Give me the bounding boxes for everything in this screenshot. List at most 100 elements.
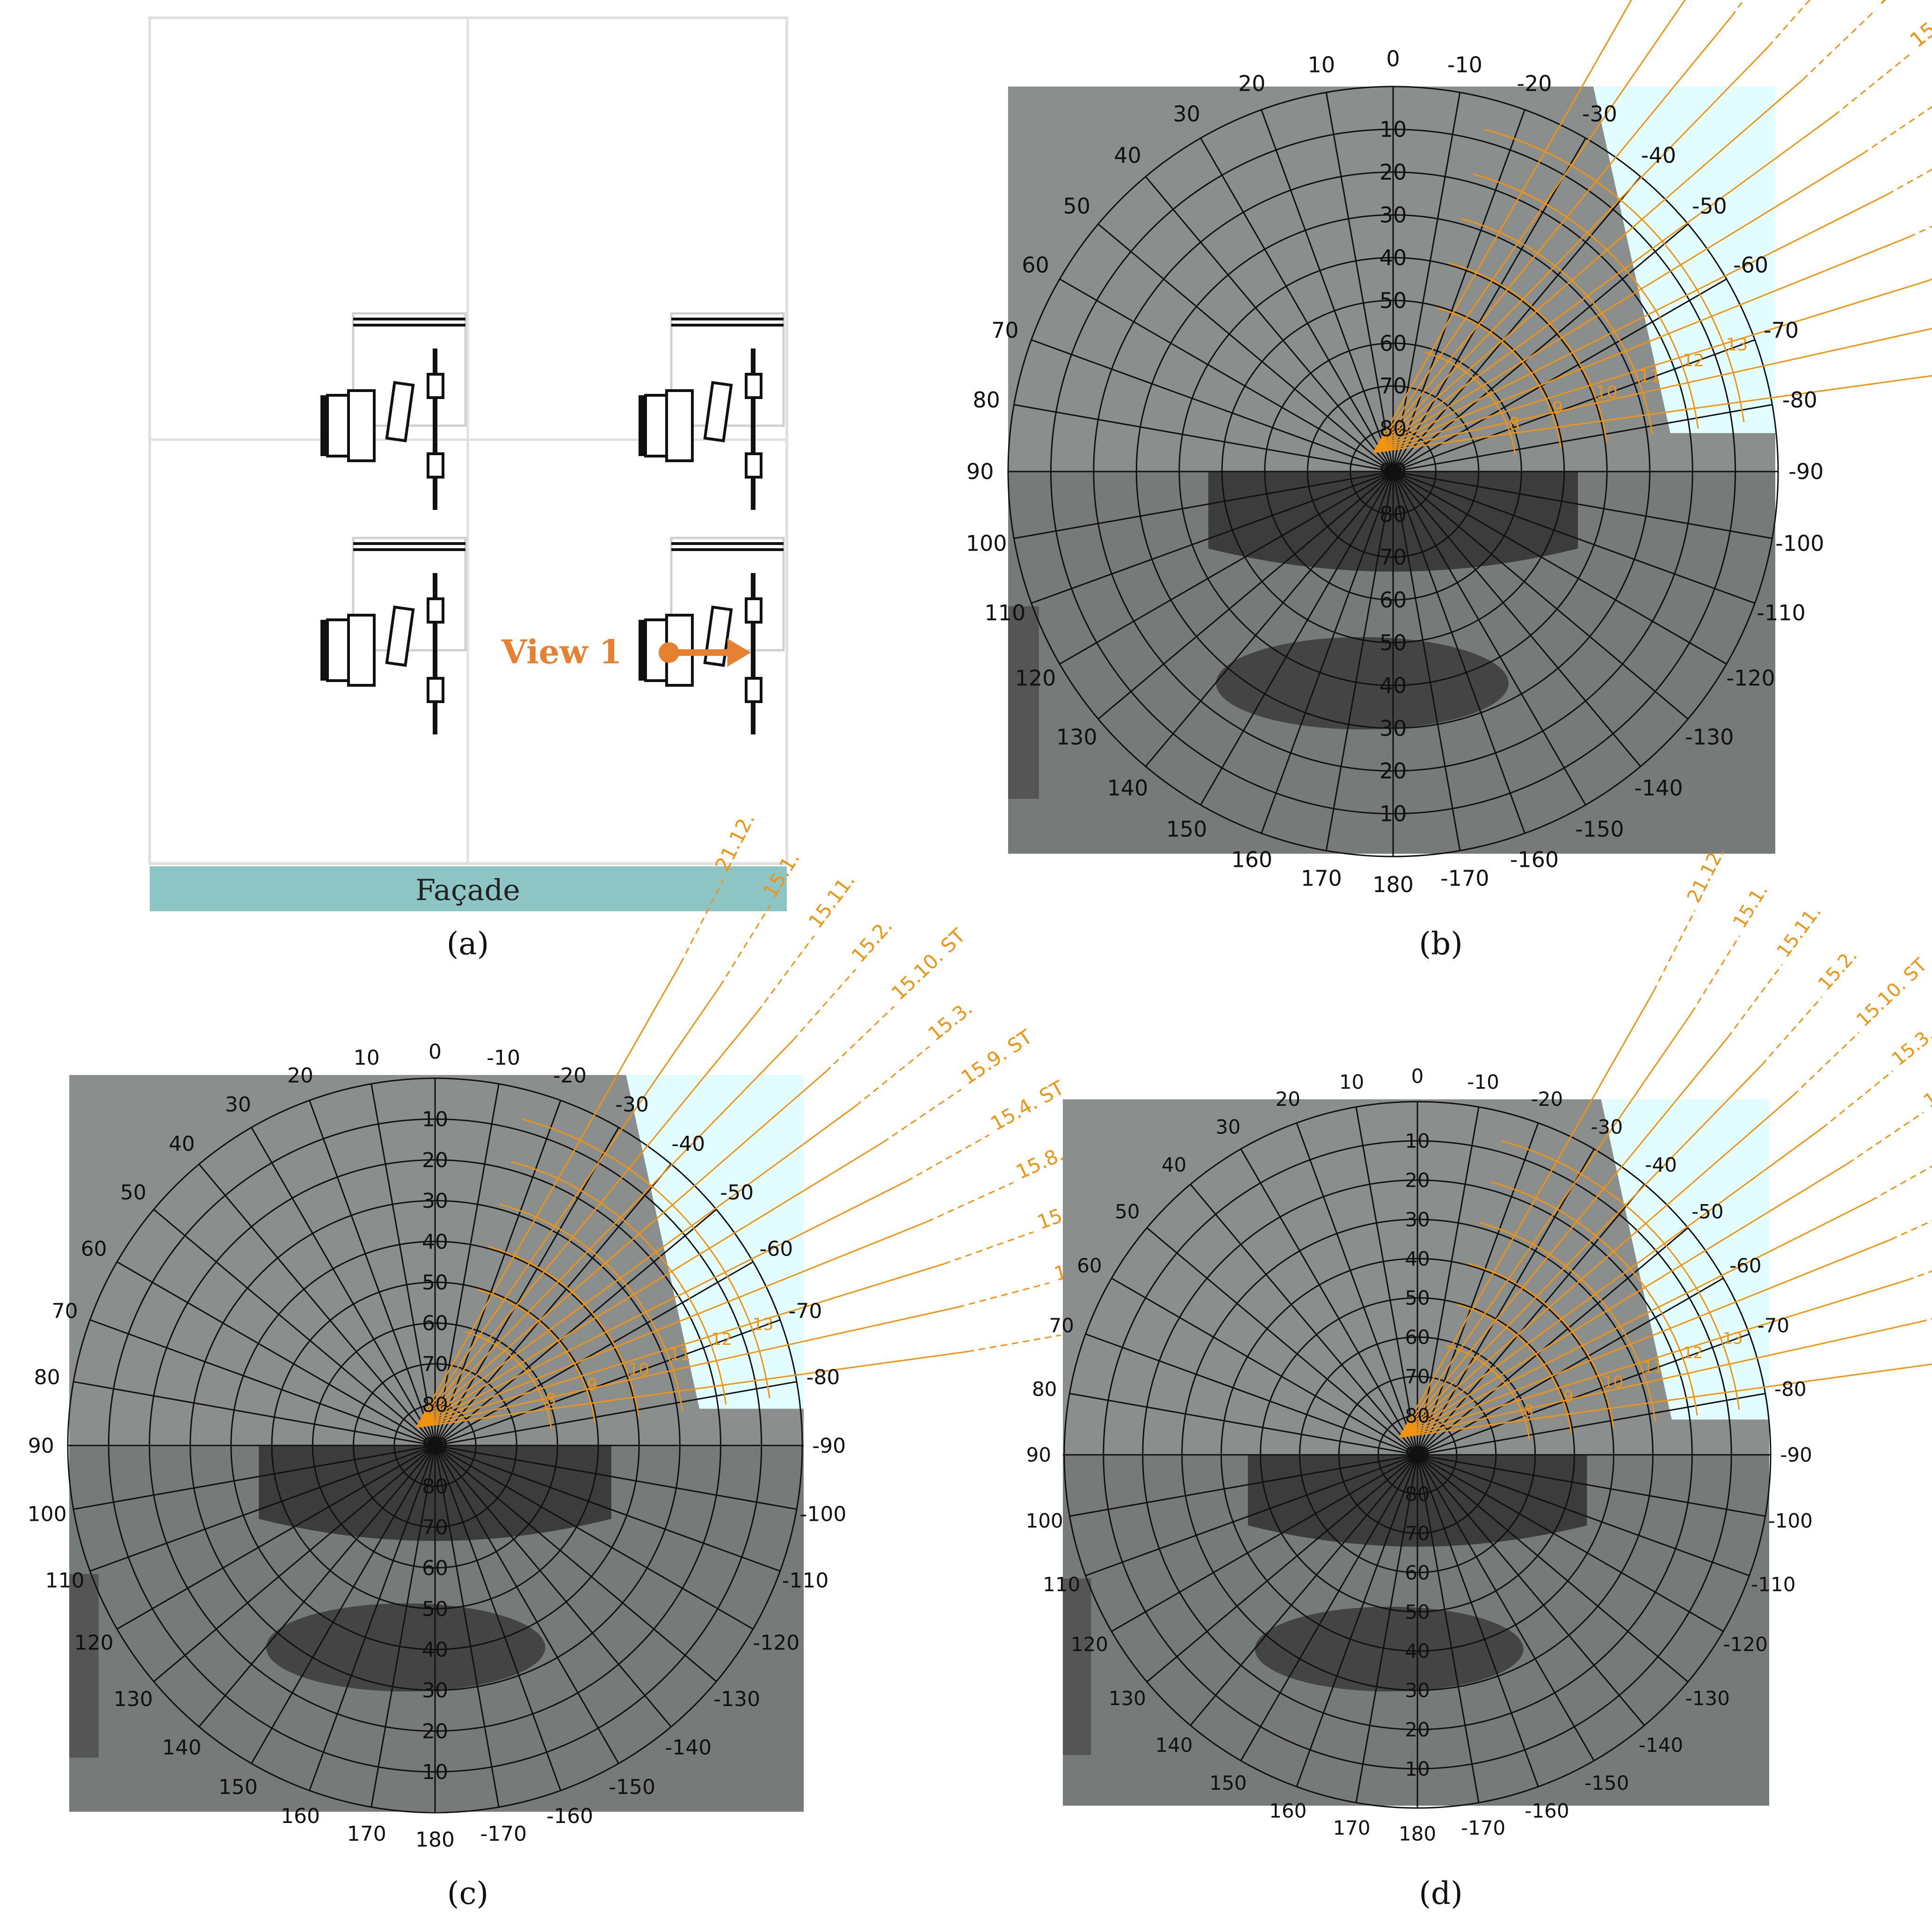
azimuth-label: 40: [1114, 143, 1141, 168]
azimuth-line: [1393, 223, 1689, 472]
sun-path-dash: [1802, 10, 1875, 80]
azimuth-label: 110: [985, 600, 1026, 625]
altitude-label: 30: [422, 1189, 448, 1213]
sun-path-label: 15.1.: [1729, 880, 1772, 932]
altitude-label: 30: [1405, 1208, 1430, 1231]
azimuth-line: [1069, 1393, 1418, 1456]
sun-path-line: [416, 1011, 758, 1428]
azimuth-label: -110: [1751, 1573, 1795, 1596]
azimuth-label: 70: [52, 1299, 78, 1323]
azimuth-label: -120: [1723, 1633, 1767, 1656]
azimuth-line: [1200, 138, 1394, 472]
azimuth-label: -170: [1440, 865, 1489, 891]
altitude-label: 20: [1405, 1169, 1430, 1191]
desk-cell-frame: [352, 312, 467, 427]
azimuth-line: [435, 1381, 797, 1446]
azimuth-line: [1393, 339, 1755, 472]
azimuth-label: 120: [74, 1631, 114, 1655]
azimuth-label: 100: [1026, 1509, 1063, 1532]
side-shadow: [1008, 606, 1039, 799]
sun-path-line: [1373, 194, 1888, 453]
chair-arm: [347, 389, 376, 462]
azimuth-line: [435, 1209, 717, 1446]
sun-path-label: 15.11.: [1773, 901, 1826, 961]
sun-path-dash: [967, 1334, 1061, 1352]
altitude-label: 60: [1405, 1561, 1430, 1584]
azimuth-label: -120: [1726, 666, 1775, 691]
azimuth-label: -160: [1525, 1799, 1569, 1822]
azimuth-label: 70: [1049, 1314, 1074, 1337]
azimuth-label: -20: [553, 1064, 587, 1088]
azimuth-label: -40: [1641, 143, 1676, 168]
hour-label: 11: [1643, 1358, 1663, 1376]
azimuth-label: -90: [1780, 1444, 1812, 1467]
azimuth-line: [1393, 404, 1772, 472]
azimuth-label: -150: [1575, 817, 1624, 842]
azimuth-line: [1417, 1333, 1750, 1456]
hour-curve: [1501, 1140, 1740, 1410]
azimuth-line: [1145, 176, 1394, 472]
azimuth-label: 140: [162, 1736, 202, 1760]
hour-label: 11: [1639, 366, 1661, 386]
azimuth-label: 60: [81, 1237, 107, 1261]
azimuth-line: [1085, 1454, 1418, 1576]
sun-path-label: 15.3.: [1906, 1, 1932, 52]
sun-path-dash: [1887, 168, 1932, 195]
azimuth-label: 140: [1107, 775, 1148, 800]
sun-path-dash: [1691, 935, 1740, 1014]
azimuth-line: [1417, 1454, 1750, 1576]
sun-path-dash: [1929, 1363, 1932, 1365]
azimuth-label: -80: [1774, 1378, 1807, 1401]
azimuth-line: [435, 1445, 754, 1630]
hour-curve: [477, 1288, 596, 1423]
sun-path-dash: [1909, 225, 1932, 238]
azimuth-line: [1355, 1107, 1418, 1455]
azimuth-line: [73, 1445, 436, 1510]
azimuth-label: 110: [1043, 1573, 1080, 1596]
desk-cell-frame: [670, 312, 785, 427]
sun-path-line: [1399, 1095, 1794, 1438]
sun-path-line: [1399, 1064, 1763, 1438]
altitude-label: 70: [422, 1516, 448, 1539]
angle-labels-b: 0 10 20 30 40 50 60 70 80 90 100 110 120 130 140 150 160…: [966, 46, 1824, 897]
hour-curve: [1448, 262, 1607, 442]
azimuth-label: 120: [1015, 666, 1056, 691]
azimuth-line: [153, 1445, 436, 1682]
sun-path-line: [416, 1263, 945, 1428]
azimuth-line: [1416, 1454, 1645, 1726]
azimuth-label: 60: [1022, 253, 1049, 278]
altitude-label: 60: [422, 1556, 448, 1580]
azimuth-line: [1416, 1148, 1595, 1455]
sun-path-dash: [757, 935, 815, 1012]
azimuth-label: -60: [1729, 1254, 1762, 1277]
view-marker: View 1: [501, 632, 751, 671]
sun-path-dash: [1920, 1318, 1932, 1323]
sun-path-dash: [1653, 910, 1696, 992]
sun-path-label: 15.2.: [847, 915, 897, 967]
desk-leg: [745, 452, 763, 479]
sun-path-line: [416, 1039, 794, 1428]
azimuth-line: [1393, 278, 1727, 472]
azimuth-label: 170: [1333, 1816, 1370, 1839]
azimuth-line: [1416, 1454, 1480, 1803]
altitude-label: 80: [1405, 1483, 1430, 1506]
azimuth-label: 90: [1026, 1444, 1051, 1467]
sun-path-line: [1373, 236, 1910, 453]
azimuth-line: [370, 1083, 436, 1446]
azimuth-label: 10: [1307, 52, 1335, 78]
azimuth-line: [1393, 471, 1727, 665]
sun-path-line: [1399, 1321, 1921, 1438]
azimuth-label: 120: [1071, 1633, 1108, 1656]
altitude-label: 50: [1405, 1600, 1430, 1623]
sun-path-dash: [1926, 278, 1932, 282]
sun-path-label: 15.3.: [1888, 1024, 1932, 1070]
altitude-label: 10: [1405, 1757, 1430, 1780]
sun-path-dash: [1822, 1070, 1894, 1129]
azimuth-line: [1417, 1278, 1724, 1456]
sun-path-line: [1399, 1127, 1823, 1438]
azimuth-label: -110: [1757, 600, 1805, 625]
sun-path-dash: [1793, 1032, 1859, 1096]
azimuth-label: -20: [1517, 71, 1552, 96]
sun-path-line: [1373, 375, 1932, 453]
